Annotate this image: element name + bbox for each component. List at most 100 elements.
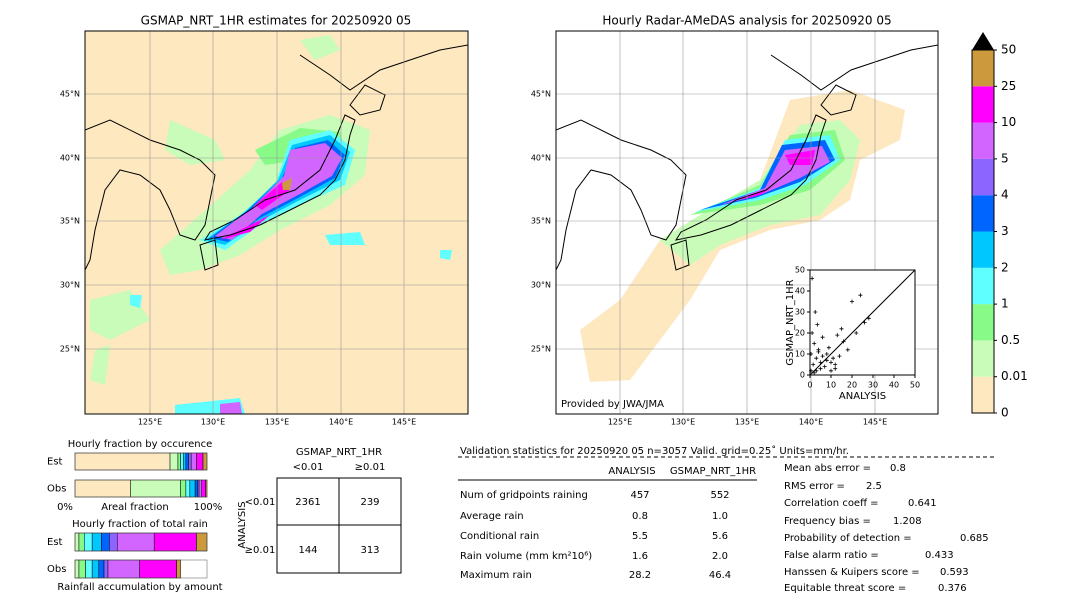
row-label: <0.01 [245, 497, 276, 508]
bar-segment [91, 532, 102, 552]
lon-label: 135°E [735, 418, 759, 427]
point [818, 366, 823, 371]
stat-label: Maximum rain [460, 570, 532, 581]
axis-label: Areal fraction [101, 502, 168, 513]
col-header: GSMAP_NRT_1HR [670, 466, 756, 477]
bar-segment [176, 559, 181, 579]
lat-label: 25°N [531, 345, 551, 354]
row-label: Est [47, 457, 63, 468]
lat-label: 25°N [60, 345, 80, 354]
map-estimate [85, 31, 468, 414]
x-tick-label: 20 [847, 381, 857, 390]
score-value: 1.208 [893, 516, 922, 527]
bar-segment [180, 479, 187, 498]
stat-value: 552 [710, 490, 729, 501]
y-tick-label: 30 [795, 308, 805, 317]
point [813, 310, 818, 314]
colorbar-label: 2 [1001, 260, 1009, 274]
colorbar-label: 3 [1001, 224, 1009, 238]
x-tick-label: 30 [868, 381, 878, 390]
bar-frame [74, 452, 208, 471]
lon-label: 140°E [799, 418, 823, 427]
axis-label: 100% [194, 502, 223, 513]
colorbar-segment [972, 195, 994, 232]
x-tick-label: 10 [826, 381, 836, 390]
bar-segment [107, 559, 140, 579]
lat-label: 35°N [531, 217, 551, 226]
bar-segment [185, 479, 191, 498]
stat-label: Num of gridpoints raining [460, 490, 588, 501]
chart-title: Hourly fraction by occurence [68, 439, 212, 450]
bar-segment [98, 559, 105, 579]
y-tick-label: 10 [795, 350, 805, 359]
point [858, 293, 863, 298]
lat-label: 35°N [60, 217, 80, 226]
point [850, 299, 854, 304]
score-label: Equitable threat score = [784, 583, 906, 594]
x-tick-label: 40 [889, 381, 899, 390]
score-value: 0.685 [960, 533, 989, 544]
bar-segment [190, 452, 197, 471]
lon-label: 125°E [138, 418, 162, 427]
x-tick-label: 50 [910, 381, 920, 390]
point [818, 360, 823, 365]
score-value: 0.433 [925, 550, 954, 561]
stat-label: Average rain [460, 511, 524, 522]
colorbar-label: 1 [1001, 297, 1009, 311]
bar-segment [85, 559, 93, 579]
chart-title: Hourly fraction of total rain [72, 519, 208, 530]
y-tick-label: 40 [795, 287, 805, 296]
bar-segment [130, 479, 181, 498]
colorbar-segment [972, 267, 994, 305]
point [815, 322, 820, 327]
point [822, 364, 827, 369]
bar-segment [74, 479, 131, 498]
map-analysis [556, 31, 938, 414]
point [820, 354, 825, 359]
point [824, 352, 829, 356]
bar-segment [182, 452, 187, 471]
point [814, 368, 819, 373]
bar-segment [180, 452, 184, 471]
x-tick-label: 0 [807, 381, 812, 390]
lon-label: 140°E [329, 418, 353, 427]
point [833, 366, 838, 371]
map-title: GSMAP_NRT_1HR estimates for 20250920 05 [141, 14, 412, 28]
table-title: GSMAP_NRT_1HR [296, 447, 382, 458]
cell: 239 [360, 497, 379, 508]
colorbar-segment [972, 50, 994, 87]
y-axis-label: GSMAP_NRT_1HR [785, 279, 796, 365]
bar-segment [189, 479, 196, 498]
colorbar-label: 10 [1001, 115, 1016, 129]
cell: 313 [360, 545, 379, 556]
stat-value: 2.0 [712, 551, 728, 562]
point [811, 362, 816, 367]
point [809, 368, 814, 373]
bar-segment [169, 452, 179, 471]
stat-value: 1.0 [712, 511, 728, 522]
stat-value: 0.8 [632, 511, 648, 522]
point [833, 362, 838, 367]
credit: Provided by JWA/JMA [561, 399, 664, 410]
point [810, 276, 815, 281]
row-label: Obs [47, 484, 66, 495]
row-label: Obs [47, 564, 66, 575]
score-value: 2.5 [866, 481, 882, 492]
point [820, 335, 825, 340]
lon-label: 145°E [392, 418, 416, 427]
bar-segment [139, 559, 177, 579]
bar-segment [198, 479, 202, 498]
bar-frame [74, 532, 208, 552]
map-frame [84, 30, 469, 415]
stat-label: Rain volume (mm km²10⁶) [460, 551, 592, 562]
score-label: False alarm ratio = [784, 550, 879, 561]
bar-segment [201, 479, 206, 498]
score-label: RMS error = [784, 481, 845, 492]
lon-label: 130°E [201, 418, 225, 427]
stat-label: Conditional rain [460, 531, 539, 542]
bar-segment [91, 559, 100, 579]
stat-value: 5.5 [632, 531, 648, 542]
point [866, 316, 871, 321]
colorbar-label: 25 [1001, 79, 1016, 93]
chart-footer: Rainfall accumulation by amount [57, 582, 222, 593]
